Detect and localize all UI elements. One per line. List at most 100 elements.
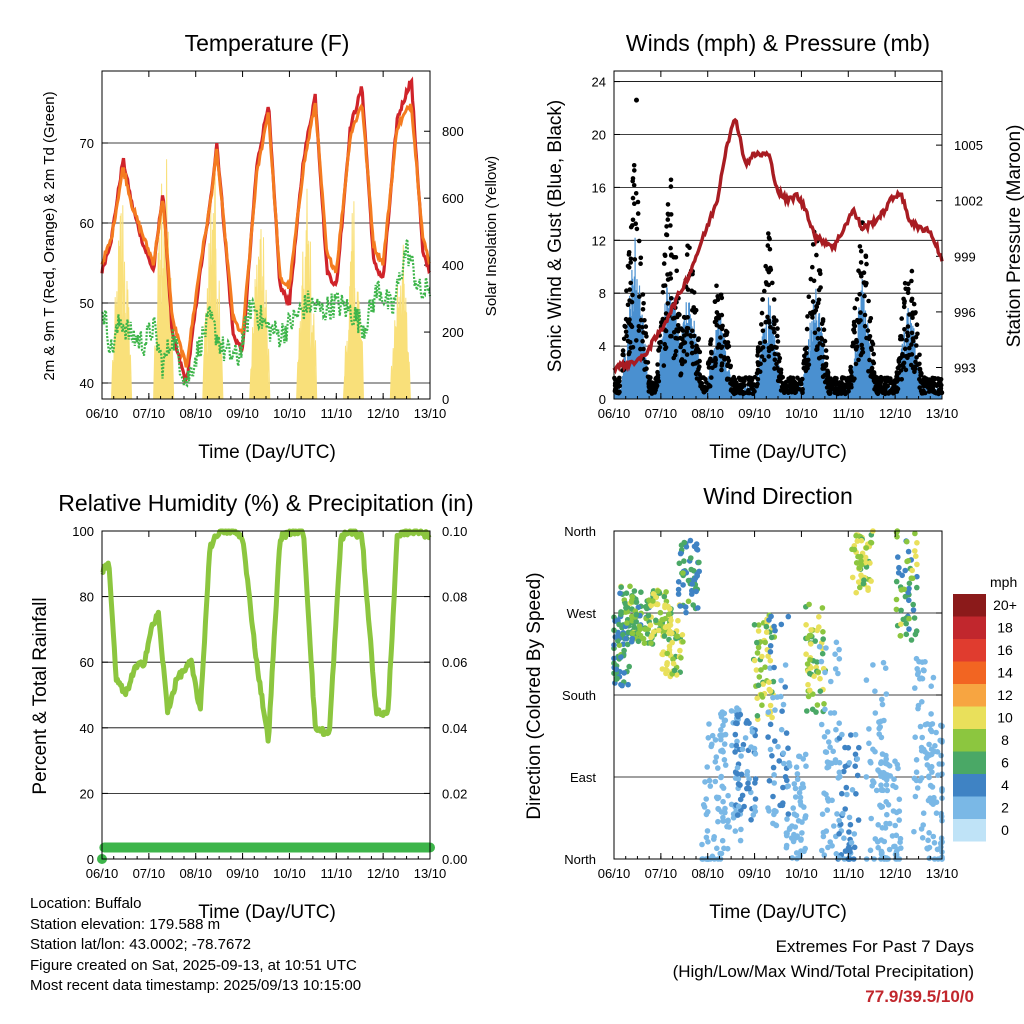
wind-direction-ylabel: Direction (Colored By Speed) <box>524 572 545 819</box>
direction-point <box>758 692 765 698</box>
gust-point <box>630 217 636 223</box>
direction-point <box>770 694 776 701</box>
direction-point <box>913 628 920 634</box>
gust-point <box>655 362 660 367</box>
gust-point <box>668 177 674 183</box>
gust-point <box>706 365 712 370</box>
direction-point <box>728 801 735 808</box>
gust-point <box>821 327 827 333</box>
gust-point <box>678 344 683 350</box>
gust-point <box>839 391 844 396</box>
direction-point <box>715 818 721 825</box>
direction-point <box>688 566 694 573</box>
direction-point <box>798 848 804 854</box>
gust-point <box>863 254 869 259</box>
gust-point <box>902 346 908 352</box>
gust-point <box>870 341 876 347</box>
gust-point <box>627 349 632 355</box>
gust-point <box>719 367 724 373</box>
gust-point <box>664 232 669 237</box>
gust-point <box>852 329 857 335</box>
direction-point <box>669 630 675 637</box>
gust-point <box>918 379 923 384</box>
gust-point <box>688 333 693 338</box>
direction-point <box>662 624 669 631</box>
gust-point <box>719 295 725 301</box>
legend-swatch <box>953 594 986 617</box>
gust-point <box>750 391 756 397</box>
direction-point <box>618 654 624 660</box>
direction-point <box>650 591 657 597</box>
gust-point <box>672 352 678 358</box>
direction-point <box>647 622 654 628</box>
direction-point <box>629 594 636 600</box>
direction-point <box>734 712 741 718</box>
direction-point <box>720 749 726 755</box>
direction-point <box>794 776 801 783</box>
gust-point <box>668 184 674 189</box>
gust-point <box>770 280 775 286</box>
gust-point <box>620 348 626 353</box>
winds-xtick-label: 11/10 <box>832 406 864 421</box>
gust-point <box>719 312 725 318</box>
direction-point <box>808 641 814 647</box>
direction-point <box>852 731 859 738</box>
direction-point <box>676 560 683 567</box>
direction-point <box>718 727 724 733</box>
direction-point <box>902 567 908 574</box>
gust-point <box>634 226 640 232</box>
gust-point <box>934 390 939 396</box>
wind-direction-xtick-label: 12/10 <box>879 866 912 881</box>
winds-ytick-label: 0 <box>599 392 606 407</box>
direction-point <box>893 578 900 585</box>
direction-point <box>735 781 742 787</box>
direction-point <box>839 790 845 797</box>
direction-point <box>863 564 870 570</box>
direction-point <box>931 840 938 846</box>
direction-point <box>785 783 791 789</box>
gust-point <box>764 281 769 287</box>
gust-point <box>810 315 815 320</box>
direction-point <box>879 701 886 708</box>
direction-point <box>645 612 652 619</box>
direction-point <box>908 637 915 643</box>
direction-point <box>906 597 912 604</box>
direction-point <box>738 753 744 759</box>
direction-point <box>752 780 758 786</box>
direction-point <box>934 846 941 853</box>
gust-point <box>903 354 909 359</box>
legend-swatch <box>953 616 986 639</box>
gust-point <box>838 385 844 391</box>
winds-ytick-label: 16 <box>592 180 606 195</box>
gust-point <box>724 377 730 382</box>
direction-point <box>648 602 655 609</box>
gust-point <box>793 387 798 392</box>
gust-point <box>760 345 766 350</box>
direction-point <box>881 774 887 781</box>
gust-point <box>740 391 746 397</box>
direction-point <box>770 764 777 771</box>
direction-point <box>623 635 629 642</box>
direction-point <box>762 664 768 670</box>
gust-point <box>681 348 687 354</box>
direction-point <box>752 796 759 802</box>
direction-point <box>619 682 625 689</box>
gust-point <box>694 376 700 381</box>
gust-point <box>632 257 638 262</box>
direction-point <box>807 687 813 694</box>
precip-ytick-right-label: 0.00 <box>442 852 467 867</box>
direction-point <box>722 762 729 768</box>
gust-point <box>810 242 816 247</box>
direction-point <box>733 742 740 749</box>
pressure-ytick-right-label: 993 <box>954 360 976 375</box>
gust-point <box>804 350 809 356</box>
direction-point <box>815 669 822 675</box>
temperature-xtick-label: 09/10 <box>226 406 259 421</box>
dewpoint-series <box>101 238 432 388</box>
direction-point <box>828 678 834 685</box>
gust-point <box>837 380 842 385</box>
wind-direction-xtick-label: 11/10 <box>832 866 864 881</box>
gust-series <box>612 97 945 397</box>
direction-point <box>868 578 874 584</box>
gust-point <box>782 387 787 393</box>
